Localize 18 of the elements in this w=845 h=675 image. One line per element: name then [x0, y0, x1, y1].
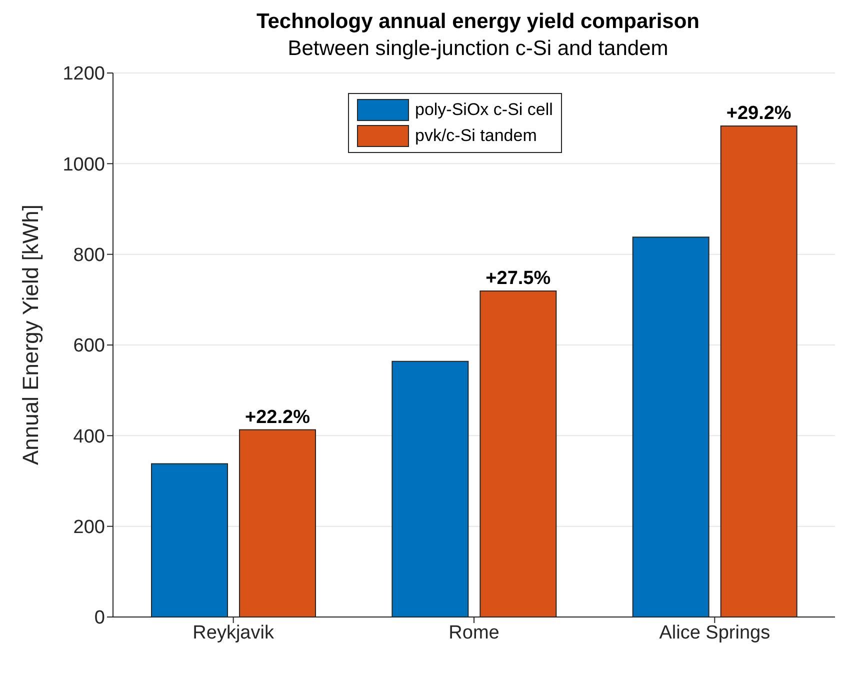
legend-label: pvk/c-Si tandem [415, 125, 537, 147]
y-axis-title: Annual Energy Yield [kWh] [18, 204, 43, 465]
legend-label: poly-SiOx c-Si cell [415, 99, 553, 121]
y-tick-label: 800 [73, 245, 105, 266]
annotation: +29.2% [726, 103, 792, 124]
y-tick-label: 1200 [62, 64, 105, 85]
x-tick-label: Alice Springs [659, 622, 770, 644]
x-tick-label: Rome [448, 622, 500, 644]
annotation: +27.5% [486, 268, 551, 290]
annotation: +22.2% [245, 406, 310, 428]
chart-title: Technology annual energy yield comparison [255, 9, 701, 35]
x-tick-label: Reykjavik [192, 622, 274, 644]
y-tick-label: 0 [94, 608, 105, 629]
y-tick-label: 200 [73, 517, 105, 538]
y-tick-label: 400 [73, 426, 105, 448]
y-tick-label: 600 [73, 336, 105, 357]
y-tick-label: 1000 [62, 154, 105, 176]
chart-subtitle: Between single-junction c-Si and tandem [286, 36, 670, 62]
